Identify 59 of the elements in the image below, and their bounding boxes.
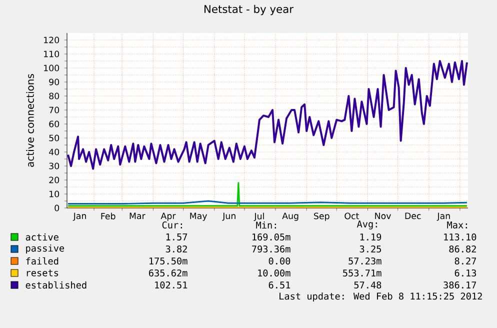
text: Max: (447, 222, 467, 228)
x-tick-label: May (190, 212, 208, 221)
text: 6.13 (454, 269, 476, 277)
x-tick-label: Jun (222, 212, 236, 221)
y-tick-label: 120 (44, 36, 60, 44)
line-series (67, 60, 468, 170)
text: Avg: (356, 220, 377, 230)
text: 10.00m (258, 269, 290, 277)
text: 169.05m (252, 233, 290, 241)
legend-label: resets (26, 270, 58, 276)
text: Min: (256, 221, 276, 229)
text: 113.10 (444, 233, 476, 241)
x-tick-label: Nov (375, 212, 391, 220)
legend-label: passive (26, 244, 64, 254)
text: 1.57 (166, 234, 188, 240)
text: 175.50m (150, 257, 188, 265)
y-tick-label: 30 (49, 162, 60, 170)
text: 57.48 (354, 281, 382, 289)
x-tick-label: Jan (436, 212, 450, 221)
text: 8.27 (454, 257, 476, 265)
y-tick-label: 50 (49, 134, 60, 142)
text: 6.51 (268, 281, 290, 289)
y-tick-label: 10 (50, 190, 60, 198)
text: Last update: Wed Feb 8 11:15:25 2012 (280, 292, 482, 302)
y-tick-label: 40 (49, 148, 60, 156)
x-tick-label: Aug (282, 212, 298, 221)
y-tick-label: 60 (49, 120, 60, 128)
y-tick-label: 80 (49, 92, 60, 100)
x-tick-label: Oct (344, 212, 359, 220)
text: 1.19 (360, 233, 382, 241)
x-tick-label: Dec (405, 212, 421, 220)
y-tick-label: 20 (49, 176, 60, 184)
text: 793.36m (252, 245, 290, 253)
x-tick-label: Jul (254, 212, 264, 222)
y-tick-label: 70 (49, 106, 60, 114)
text: 3.82 (166, 245, 187, 253)
text: 86.82 (449, 245, 476, 253)
chart-title: Netstat - by year (204, 4, 294, 16)
x-tick-label: Jan (72, 212, 86, 221)
text: 553.71m (343, 269, 382, 277)
text: 57.23m (348, 257, 382, 265)
legend-label: failed (26, 257, 58, 265)
text: 635.62m (149, 269, 188, 277)
x-tick-label: Mar (130, 212, 146, 220)
legend-label: established (26, 281, 86, 289)
x-tick-label: Sep (314, 212, 330, 221)
x-tick-label: Apr (160, 212, 176, 221)
text: Cur: (162, 221, 182, 229)
x-tick-label: Feb (101, 212, 116, 220)
y-tick-label: 0 (54, 204, 60, 212)
legend-label: active (26, 233, 58, 241)
text: 386.17 (444, 281, 476, 289)
text: 102.51 (155, 281, 188, 289)
y-tick-label: 100 (44, 64, 60, 72)
text: 0.00 (268, 257, 290, 265)
y-tick-label: 110 (44, 50, 60, 58)
y-axis-title: active connections (26, 74, 34, 167)
text: 3.25 (360, 245, 381, 253)
y-tick-label: 90 (49, 78, 60, 86)
